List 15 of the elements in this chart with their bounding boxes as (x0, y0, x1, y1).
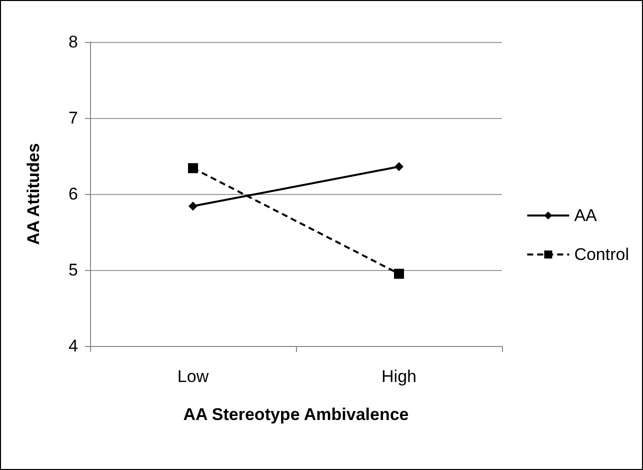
y-tick-label: 6 (68, 184, 78, 204)
point (394, 162, 404, 172)
point (188, 163, 198, 174)
point (394, 268, 404, 279)
point (188, 202, 198, 211)
x-tick-label: High (382, 367, 416, 386)
y-tick-label: 5 (68, 260, 78, 280)
y-axis-title: AA Attitudes (24, 143, 43, 245)
x-axis-title: AA Stereotype Ambivalence (183, 405, 409, 424)
y-tick-label: 4 (68, 336, 78, 356)
legend-label: AA (574, 206, 598, 225)
y-tick-label: 7 (68, 108, 78, 128)
x-tick-label: Low (177, 367, 210, 386)
y-tick-label: 8 (68, 32, 78, 52)
legend-label: Control (574, 245, 630, 264)
